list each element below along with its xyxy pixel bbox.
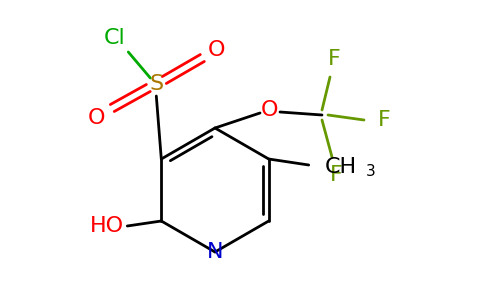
Text: O: O (88, 108, 105, 128)
Text: CH: CH (325, 157, 357, 177)
Text: Cl: Cl (104, 28, 125, 48)
Text: O: O (208, 40, 225, 60)
Text: O: O (261, 100, 279, 120)
Text: N: N (207, 242, 223, 262)
Text: S: S (149, 74, 164, 94)
Text: F: F (328, 49, 340, 69)
Text: 3: 3 (366, 164, 376, 179)
Text: HO: HO (90, 216, 124, 236)
Text: F: F (378, 110, 391, 130)
Text: F: F (330, 165, 342, 185)
